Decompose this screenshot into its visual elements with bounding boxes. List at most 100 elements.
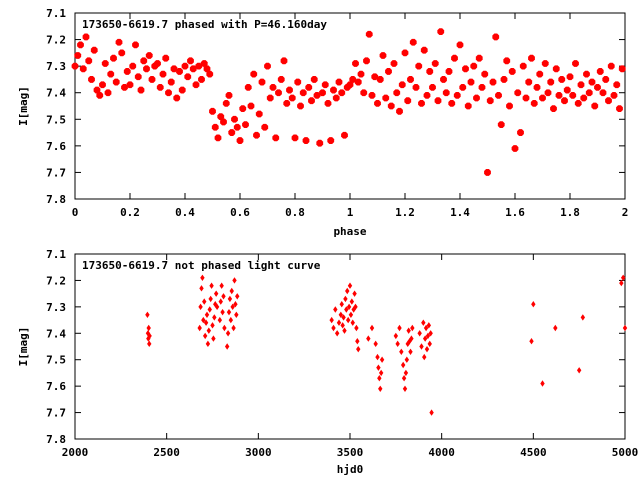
x-tick-label: 3500 [337,446,364,459]
data-point [440,76,447,83]
data-point [583,70,590,78]
data-point [308,97,315,105]
data-point [519,62,527,70]
data-point [580,94,588,102]
data-point [489,78,497,86]
data-point [566,73,574,81]
data-point [508,68,516,75]
data-point [85,57,93,65]
data-point [233,301,238,308]
data-point [192,81,200,89]
data-point [211,123,219,131]
y-tick-label: 7.5 [46,354,66,367]
data-point [126,81,134,89]
data-point [619,279,624,287]
data-point [346,303,352,311]
data-point [379,52,387,59]
data-point [330,86,337,94]
data-point [145,311,150,318]
data-point [373,340,378,348]
data-point [375,353,380,361]
data-point [541,60,549,67]
data-point [212,314,217,321]
data-point [618,65,626,73]
data-point [531,301,536,308]
data-point [514,89,522,97]
data-point [398,81,406,89]
data-point [550,105,557,113]
data-point [206,70,214,78]
plot-frame [74,12,626,200]
data-point [272,134,280,142]
data-point [291,134,299,142]
data-point [280,57,288,65]
data-point [563,86,571,94]
data-point [503,57,511,65]
data-point [77,41,84,49]
data-point [366,335,371,342]
data-point [345,316,351,324]
data-point [217,316,223,324]
data-point [555,91,563,99]
data-point [353,303,358,311]
data-point [222,99,230,107]
data-point [329,316,334,324]
data-point [204,311,210,318]
data-point [299,89,307,97]
y-tick-label: 7.4 [46,327,66,340]
data-point [145,52,153,59]
data-point [316,139,324,147]
data-point [352,290,357,297]
data-point [230,303,235,311]
data-point [352,60,359,67]
y-axis-label: I[mag] [17,327,30,367]
data-point [229,287,234,295]
data-point [525,78,533,86]
data-point [376,76,384,83]
data-point [261,123,269,131]
data-point [376,364,381,371]
data-point [219,282,224,289]
data-point [355,338,360,345]
data-point [324,99,332,107]
data-point [206,327,212,334]
data-point [148,76,156,83]
data-point [297,102,304,110]
data-point [233,123,241,131]
data-point [374,99,381,107]
data-point [332,94,340,102]
data-point [588,78,596,86]
data-point [205,340,211,348]
data-point [409,335,414,342]
data-point [187,57,194,65]
data-point [453,91,461,99]
data-point [346,81,354,89]
data-point [348,311,354,318]
data-point [429,409,434,416]
data-point [410,324,415,332]
data-point [349,298,355,305]
data-point [221,293,226,300]
data-point [283,99,291,107]
data-point [403,369,409,377]
data-point [406,327,411,334]
data-point [456,41,464,49]
data-point [607,62,615,70]
data-point [137,86,145,94]
x-tick-label: 2000 [62,446,89,459]
data-point [341,131,348,139]
data-point [371,73,379,81]
data-point [222,324,227,332]
data-point [459,84,467,91]
data-point [397,324,402,332]
data-point [242,121,249,128]
data-point [395,340,400,348]
data-point [321,81,329,89]
data-point [319,89,326,97]
data-point [234,311,239,318]
data-point [331,324,336,332]
data-point [354,78,362,86]
data-point [420,46,428,54]
x-tick-label: 3000 [245,446,272,459]
data-point [347,282,353,289]
